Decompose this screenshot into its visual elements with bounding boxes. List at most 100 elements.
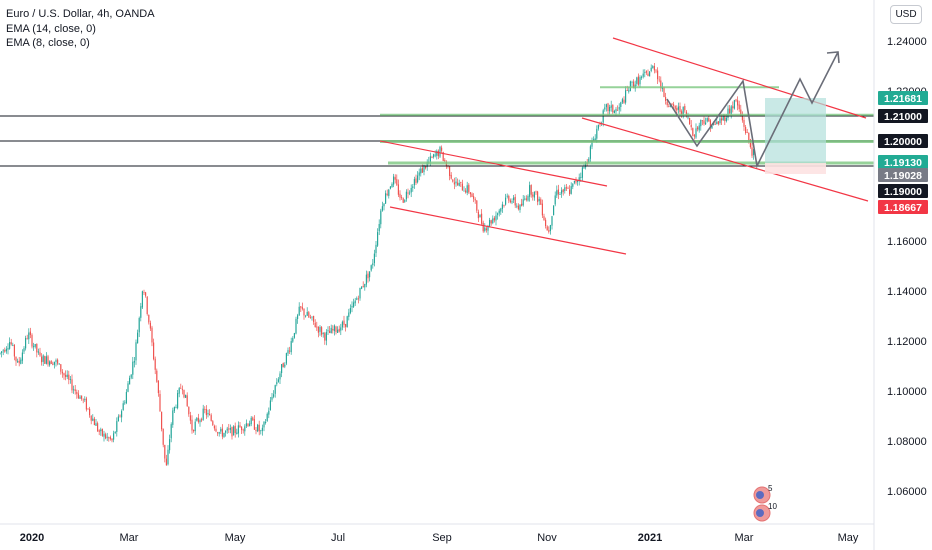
candle-body [666, 101, 668, 106]
candle-body [36, 343, 38, 353]
candle-body [415, 178, 417, 183]
ema-14-label[interactable]: EMA (14, close, 0) [6, 22, 96, 35]
candle-body [9, 342, 11, 349]
candle-body [4, 350, 6, 352]
candle-body [639, 77, 641, 85]
candle-body [589, 146, 591, 159]
symbol-title: Euro / U.S. Dollar, 4h, OANDA [6, 8, 155, 20]
candle-body [159, 393, 161, 412]
candle-body [109, 437, 111, 439]
y-tick-label: 1.10000 [887, 386, 927, 398]
candle-body [506, 195, 508, 197]
candle-body [213, 425, 215, 429]
candle-body [65, 374, 67, 377]
candle-body [501, 204, 503, 209]
candle-body [217, 432, 219, 434]
candle-body [66, 374, 68, 378]
candle-body [557, 189, 559, 195]
candle-body [52, 363, 54, 365]
candle-body [564, 187, 566, 191]
candle-body [538, 199, 540, 202]
candle-body [541, 203, 543, 216]
candle-body [233, 426, 235, 436]
candle-body [575, 180, 577, 183]
candle-body [735, 99, 737, 101]
candle-body [73, 389, 75, 391]
candle-body [71, 379, 73, 391]
ema-8-label[interactable]: EMA (8, close, 0) [6, 37, 90, 49]
candle-body [87, 408, 89, 410]
candle-body [49, 361, 51, 366]
candle-body [745, 127, 747, 133]
candle-body [271, 396, 273, 400]
candle-body [37, 351, 39, 353]
candle-body [141, 291, 143, 308]
candle-body [60, 364, 62, 372]
candle-body [241, 426, 243, 430]
candle-body [623, 99, 625, 103]
candle-body [82, 399, 84, 401]
candle-body [221, 428, 223, 437]
event-markers[interactable]: 5 10 [753, 484, 777, 522]
candle-body [453, 182, 455, 185]
candle-body [740, 109, 742, 116]
candle-body [90, 415, 92, 421]
candle-body [457, 182, 459, 185]
candle-body [484, 227, 486, 231]
candle-body [317, 326, 319, 333]
candle-body [500, 208, 502, 212]
candle-body [164, 444, 166, 459]
candle-body [93, 418, 95, 426]
candle-body [548, 230, 550, 232]
candle-body [281, 364, 283, 374]
candle-body [349, 308, 351, 313]
candle-body [724, 115, 726, 122]
candle-body [23, 348, 25, 352]
candle-body [92, 418, 94, 421]
candle-body [549, 225, 551, 231]
candle-body [444, 159, 446, 162]
candle-body [189, 415, 191, 421]
trend-channel-line [581, 117, 869, 202]
candle-body [719, 118, 721, 124]
candle-body [292, 338, 294, 342]
candle-body [335, 326, 337, 332]
price-badge [878, 109, 928, 123]
candle-body [495, 215, 497, 221]
candle-body [41, 356, 43, 363]
candle-body [186, 395, 188, 407]
candle-body [543, 216, 545, 221]
candle-body [399, 193, 401, 198]
candle-body [0, 352, 1, 354]
candle-body [58, 363, 60, 365]
candle-body [650, 67, 652, 72]
candle-body [479, 214, 481, 218]
candle-body [20, 359, 22, 364]
candle-body [77, 393, 79, 399]
projection-path [666, 51, 839, 169]
candle-body [516, 205, 518, 207]
candle-body [63, 373, 65, 376]
candle-body [487, 226, 489, 231]
price-axis[interactable]: 1.06000 1.08000 1.10000 1.12000 1.14000 1.160… [873, 0, 927, 550]
currency-button[interactable]: USD [890, 5, 922, 24]
candle-body [711, 125, 713, 129]
time-axis[interactable]: 2020 Mar May Jul Sep Nov 2021 Mar May [0, 523, 874, 544]
support-resistance-zone [380, 140, 874, 143]
candle-body [332, 328, 334, 331]
candle-body [125, 391, 127, 404]
candle-body [311, 316, 313, 318]
candle-body [154, 358, 156, 370]
x-tick-label: 2020 [20, 532, 44, 544]
price-badge [878, 168, 928, 182]
candles [0, 63, 755, 466]
candle-body [194, 421, 196, 432]
candle-body [140, 306, 142, 318]
candle-body [199, 420, 201, 423]
candle-body [700, 120, 702, 127]
candle-body [698, 125, 700, 131]
candle-body [612, 104, 614, 113]
candle-body [337, 329, 339, 333]
candle-body [333, 325, 335, 332]
